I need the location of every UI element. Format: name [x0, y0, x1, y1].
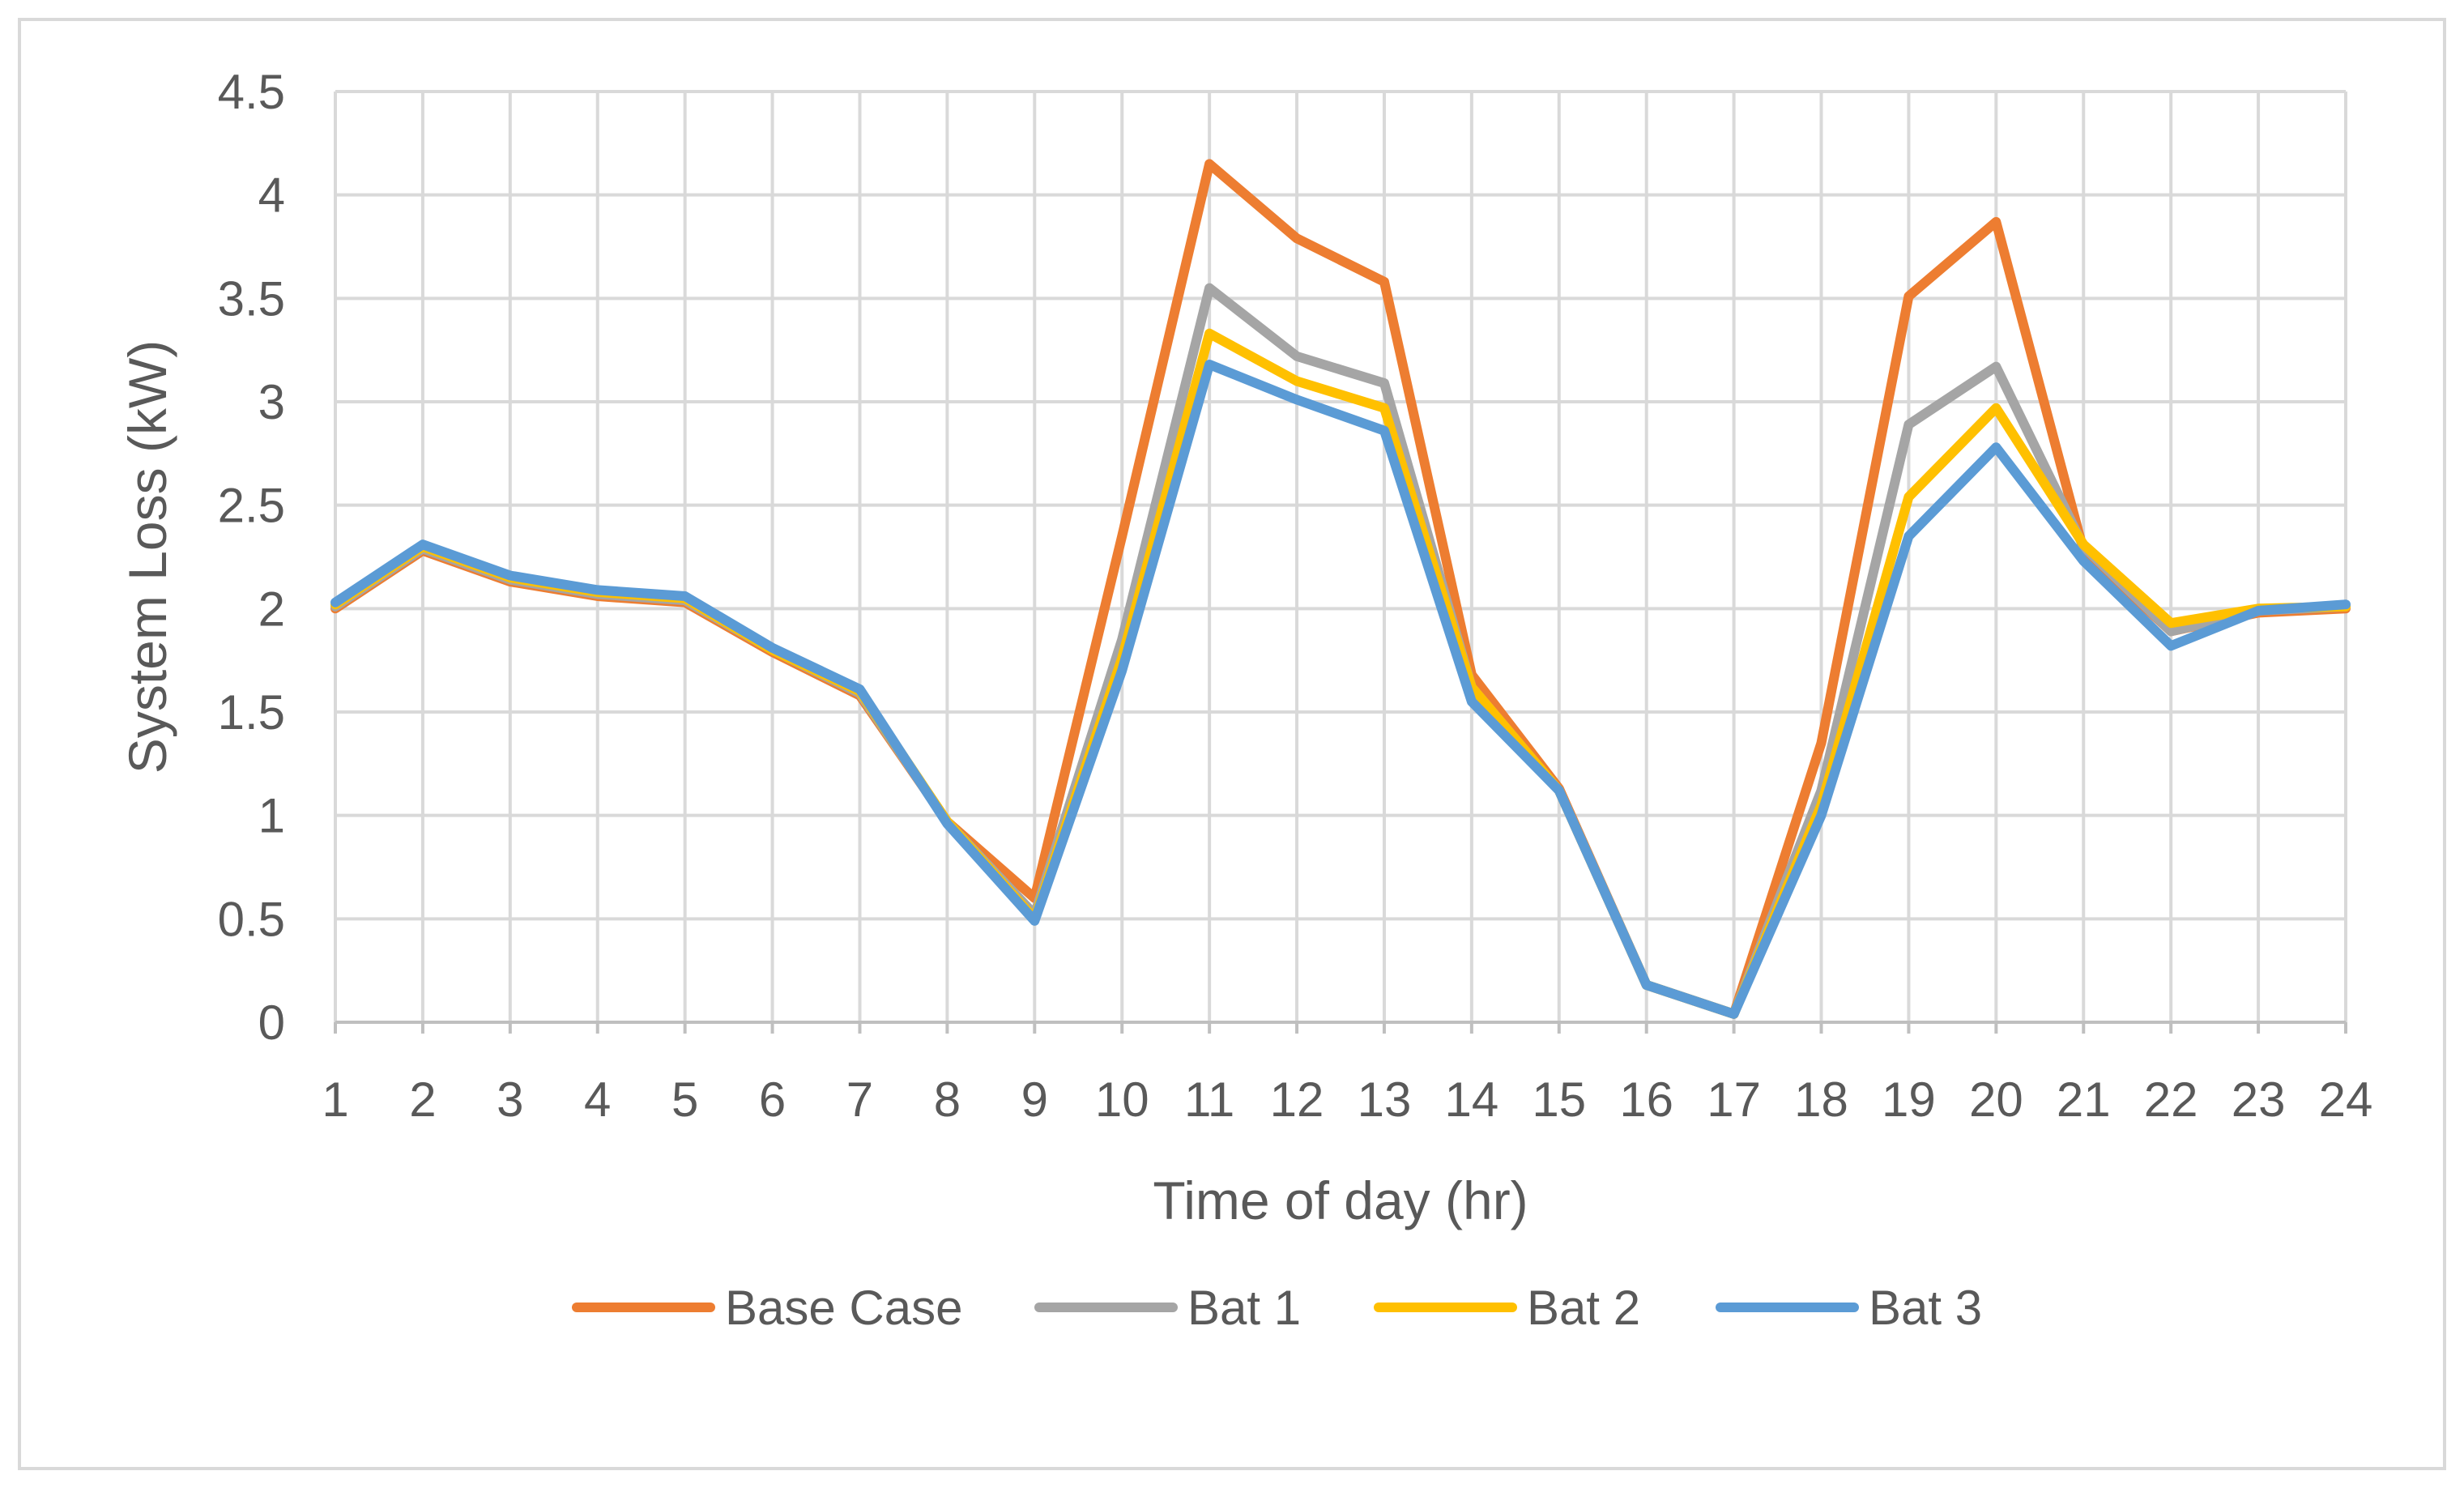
series-line-bat-3 [330, 360, 2351, 1019]
x-tick-label: 13 [1358, 1072, 1412, 1127]
x-tick-label: 23 [2232, 1072, 2286, 1127]
y-tick-label: 3 [258, 375, 285, 429]
y-tick-label: 4 [258, 168, 285, 223]
x-tick-label: 17 [1707, 1072, 1761, 1127]
x-tick-label: 11 [1184, 1072, 1234, 1127]
legend-label: Bat 2 [1527, 1281, 1640, 1335]
x-tick-label: 2 [409, 1072, 436, 1127]
y-tick-label: 4.5 [218, 65, 285, 119]
x-tick-label: 7 [846, 1072, 873, 1127]
x-tick-label: 21 [2057, 1072, 2111, 1127]
x-tick-label: 12 [1270, 1072, 1324, 1127]
legend-label: Bat 1 [1187, 1281, 1301, 1335]
gridlines [334, 90, 2347, 1022]
legend-label: Bat 3 [1869, 1281, 1982, 1335]
x-tick-label: 6 [759, 1072, 786, 1127]
x-tick-label: 10 [1095, 1072, 1149, 1127]
x-tick-label: 8 [934, 1072, 961, 1127]
x-tick-label: 22 [2144, 1072, 2198, 1127]
x-tick-label: 9 [1021, 1072, 1048, 1127]
axes [334, 1021, 2347, 1034]
x-tick-label: 5 [671, 1072, 698, 1127]
x-tick-label: 18 [1794, 1072, 1848, 1127]
x-tick-label: 15 [1532, 1072, 1586, 1127]
y-tick-label: 1 [258, 789, 285, 843]
y-axis-title: System Loss (kW) [117, 340, 177, 774]
x-tick-label: 19 [1882, 1072, 1936, 1127]
series-line-bat-2 [330, 328, 2351, 1019]
x-tick-label: 20 [1969, 1072, 2023, 1127]
x-tick-label: 3 [497, 1072, 523, 1127]
x-tick-label: 1 [322, 1072, 348, 1127]
y-tick-label: 2 [258, 582, 285, 636]
x-tick-label: 14 [1444, 1072, 1498, 1127]
y-tick-label: 3.5 [218, 271, 285, 326]
x-tick-label: 4 [584, 1072, 611, 1127]
y-tick-label: 0 [258, 996, 285, 1050]
x-tick-label: 16 [1619, 1072, 1673, 1127]
series-lines [330, 159, 2351, 1019]
y-tick-label: 1.5 [218, 685, 285, 740]
legend: Base Case Bat 1 Bat 2 Bat 3 [572, 1281, 1982, 1335]
legend-label: Base Case [725, 1281, 963, 1335]
x-tick-label: 24 [2319, 1072, 2373, 1127]
x-axis-title: Time of day (hr) [1153, 1170, 1528, 1230]
tick-labels: 00.511.522.533.544.51 2 3 4 5 6 7 8 9 10 11 12 13 14 1… [218, 65, 2373, 1127]
y-tick-label: 0.5 [218, 892, 285, 946]
y-tick-label: 2.5 [218, 479, 285, 533]
